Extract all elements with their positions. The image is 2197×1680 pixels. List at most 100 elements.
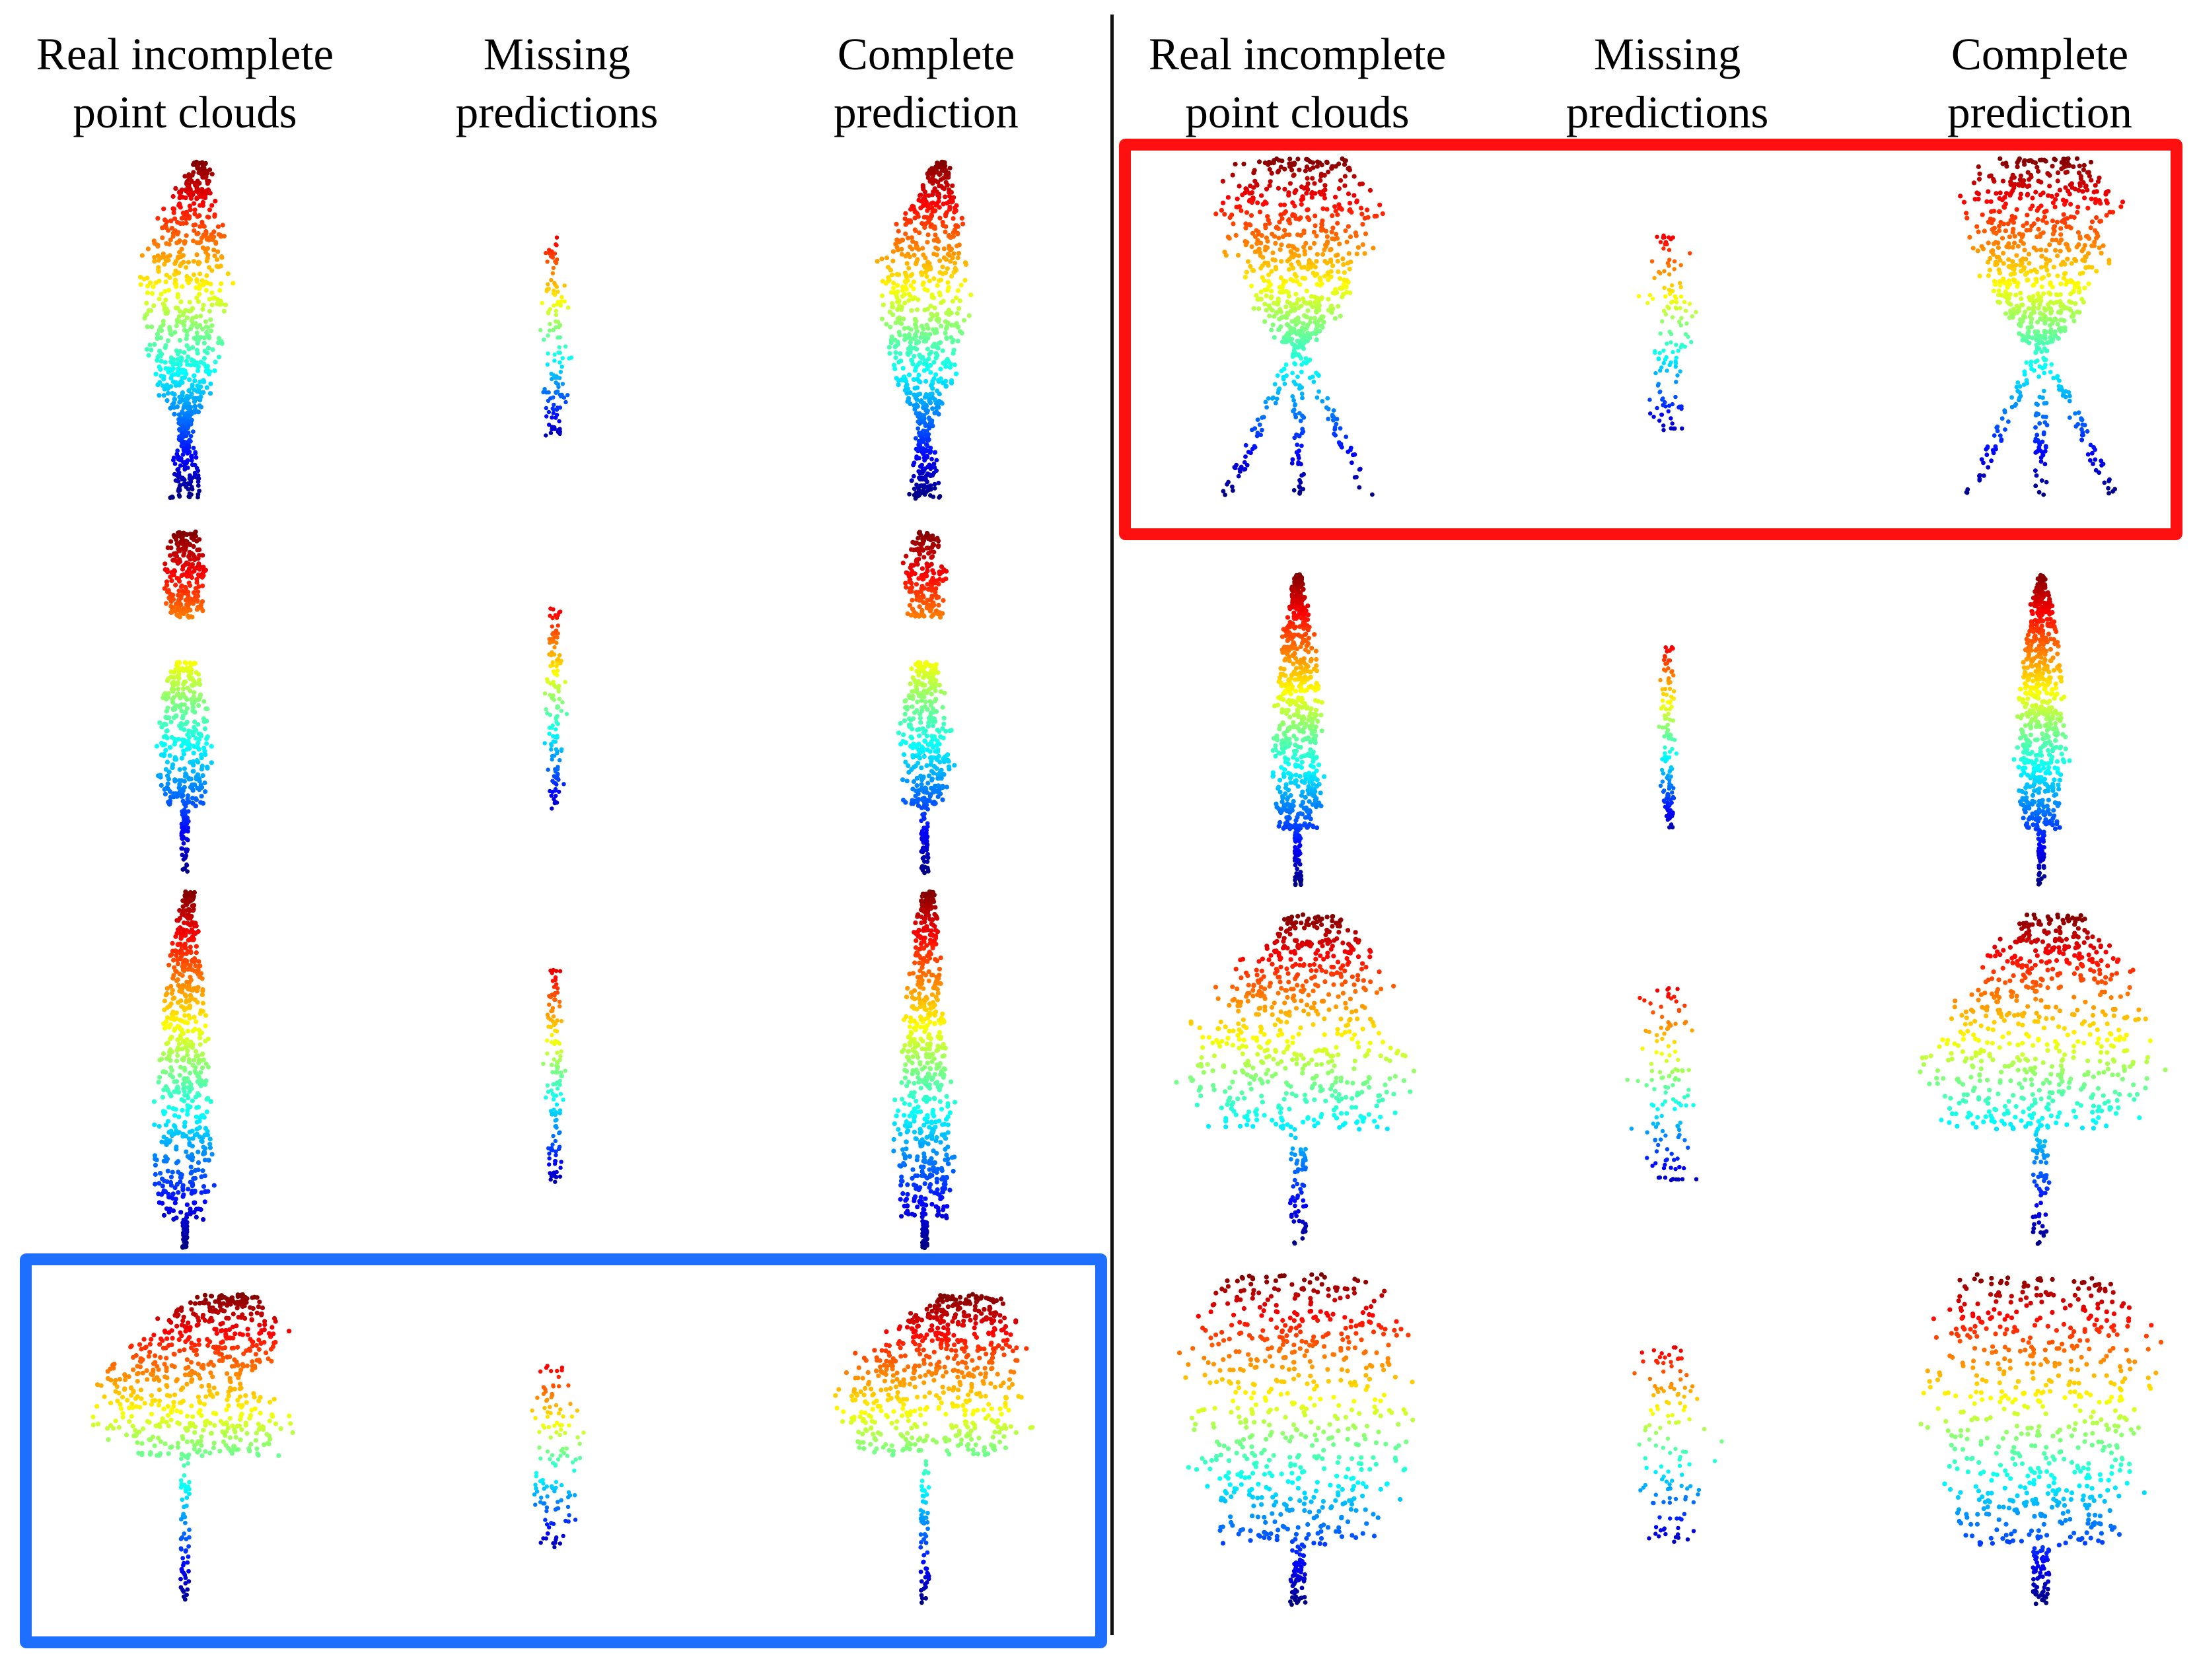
point xyxy=(917,755,923,761)
point xyxy=(144,347,149,352)
point xyxy=(931,1128,936,1133)
point xyxy=(182,968,187,973)
point xyxy=(162,360,168,365)
point xyxy=(901,732,906,738)
point xyxy=(930,917,935,923)
point xyxy=(161,376,166,382)
point xyxy=(903,698,908,703)
point xyxy=(929,739,934,744)
point xyxy=(201,283,206,288)
point xyxy=(888,340,894,345)
point xyxy=(905,611,910,617)
point xyxy=(188,557,193,562)
point xyxy=(157,393,162,398)
point xyxy=(925,1141,931,1146)
point xyxy=(194,330,199,335)
point xyxy=(184,998,190,1003)
point xyxy=(184,343,190,349)
point xyxy=(170,1074,176,1080)
point xyxy=(898,1131,903,1137)
point xyxy=(174,1181,180,1187)
point xyxy=(923,1203,929,1208)
point xyxy=(556,350,561,355)
point xyxy=(147,280,153,285)
point xyxy=(198,384,203,390)
point xyxy=(180,393,185,398)
point xyxy=(206,178,211,184)
point xyxy=(163,310,168,316)
point xyxy=(164,382,170,388)
point xyxy=(180,221,186,226)
point xyxy=(935,1080,940,1085)
point xyxy=(190,709,196,714)
point xyxy=(159,291,164,297)
point xyxy=(941,201,946,207)
point xyxy=(914,436,918,441)
point xyxy=(910,358,915,363)
point xyxy=(939,400,944,405)
point xyxy=(938,1140,943,1145)
point xyxy=(925,1061,930,1066)
point xyxy=(894,1113,899,1119)
point xyxy=(185,1048,190,1053)
point xyxy=(166,691,171,696)
point xyxy=(893,355,898,361)
point xyxy=(201,165,207,170)
point xyxy=(563,400,568,405)
point xyxy=(215,249,221,254)
point xyxy=(165,1168,170,1173)
point xyxy=(207,1141,213,1146)
point xyxy=(197,291,202,297)
point xyxy=(161,301,166,306)
point xyxy=(181,606,186,612)
point xyxy=(941,598,946,603)
point xyxy=(167,253,172,258)
point xyxy=(189,308,194,313)
point xyxy=(168,495,173,501)
point xyxy=(924,274,929,279)
point xyxy=(198,188,203,193)
point xyxy=(544,405,548,411)
point xyxy=(942,759,947,765)
point xyxy=(205,345,211,351)
point xyxy=(938,734,943,740)
point xyxy=(554,1153,558,1158)
point xyxy=(184,273,190,279)
point xyxy=(157,353,162,359)
point xyxy=(555,1061,560,1065)
point xyxy=(914,559,919,564)
point xyxy=(935,1205,941,1210)
point xyxy=(152,255,157,260)
point xyxy=(558,653,562,658)
point xyxy=(920,746,925,751)
point xyxy=(190,967,195,973)
point xyxy=(180,376,185,381)
point xyxy=(902,711,908,717)
point xyxy=(198,394,203,400)
point xyxy=(879,256,884,262)
point xyxy=(181,1238,186,1242)
point xyxy=(937,966,942,972)
point xyxy=(161,322,166,328)
point xyxy=(906,235,911,240)
point xyxy=(900,1049,905,1055)
point xyxy=(152,1153,158,1158)
point xyxy=(938,367,943,372)
point xyxy=(935,201,940,206)
point xyxy=(180,898,186,903)
point xyxy=(139,253,145,258)
point xyxy=(190,800,196,806)
point xyxy=(168,1058,173,1063)
point xyxy=(169,1068,174,1073)
point xyxy=(924,1135,929,1140)
point xyxy=(896,240,902,245)
point xyxy=(944,1152,949,1158)
point xyxy=(932,481,937,487)
point xyxy=(180,1245,186,1250)
point xyxy=(544,250,548,256)
point xyxy=(960,221,966,227)
point xyxy=(921,775,926,781)
point xyxy=(928,607,933,612)
point xyxy=(921,455,927,460)
point xyxy=(913,1194,918,1199)
